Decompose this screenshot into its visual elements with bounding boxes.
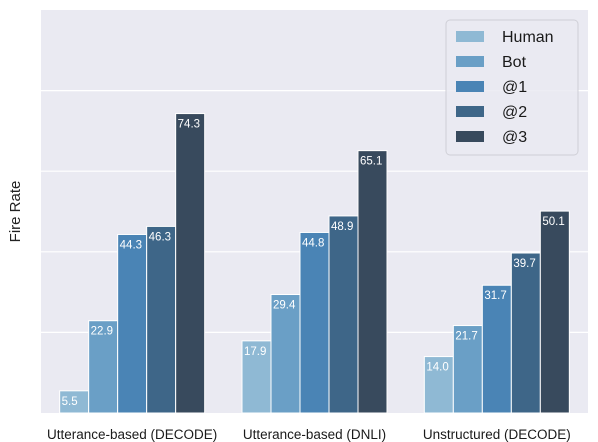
legend-box (445, 19, 579, 156)
bar-at1-3 (481, 284, 512, 414)
legend-swatch (456, 81, 484, 92)
bar-value-label: 44.8 (302, 237, 324, 249)
bar-at2-1 (146, 225, 177, 414)
bar-at3-2 (357, 150, 388, 414)
bar-at3-3 (539, 210, 570, 414)
bar-value-label: 44.3 (120, 239, 142, 251)
legend: Human Bot @1 @2 @3 (445, 19, 579, 156)
bar-at3-1 (175, 113, 206, 414)
bar-value-label: 39.7 (513, 258, 535, 270)
bar-value-label: 14.0 (426, 362, 448, 374)
legend-label: @3 (502, 129, 527, 146)
legend-label: Bot (502, 54, 527, 71)
bars (59, 113, 570, 414)
bar-bot-2 (270, 294, 301, 414)
legend-swatch (456, 56, 484, 67)
legend-swatch (456, 31, 484, 42)
bar-at2-3 (510, 252, 541, 414)
x-tick-label: Unstructured (DECODE) (423, 427, 571, 442)
bar-value-label: 5.5 (62, 396, 78, 408)
legend-label: @1 (502, 79, 527, 96)
bar-value-label: 22.9 (91, 326, 113, 338)
bar-human-3 (423, 356, 454, 414)
bar-value-label: 17.9 (244, 346, 266, 358)
bar-value-label: 74.3 (178, 119, 200, 131)
bar-human-2 (241, 340, 272, 414)
x-tick-label: Utterance-based (DNLI) (243, 427, 386, 442)
bar-at1-2 (299, 231, 330, 414)
legend-swatch (456, 131, 484, 142)
bar-at2-2 (328, 215, 359, 414)
x-tick-label: Utterance-based (DECODE) (47, 427, 217, 442)
legend-label: @2 (502, 104, 527, 121)
bar-at1-1 (117, 233, 148, 414)
bar-value-label: 31.7 (484, 290, 506, 302)
bar-value-label: 65.1 (360, 156, 382, 168)
y-axis-label: Fire Rate (7, 181, 24, 243)
bar-value-label: 46.3 (149, 231, 171, 243)
legend-swatch (456, 106, 484, 117)
bar-value-label: 48.9 (331, 221, 353, 233)
legend-label: Human (502, 29, 554, 46)
bar-value-labels: 5.5 22.9 44.3 46.3 74.3 17.9 29.4 44.8 48.9 65.1 1… (62, 119, 565, 408)
bar-value-label: 29.4 (273, 300, 296, 312)
bar-value-label: 50.1 (542, 216, 564, 228)
bar-value-label: 21.7 (455, 331, 477, 343)
bar-bot-3 (452, 325, 483, 414)
x-tick-labels: Utterance-based (DECODE) Utterance-based … (47, 427, 571, 442)
